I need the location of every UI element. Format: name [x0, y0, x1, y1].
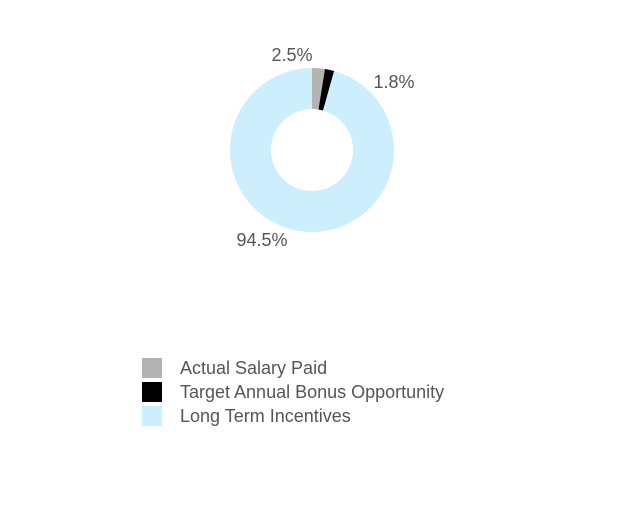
legend-swatch [142, 382, 162, 402]
pie-slice [230, 68, 394, 232]
legend-label: Long Term Incentives [180, 406, 351, 426]
data-label: 1.8% [373, 72, 414, 92]
legend-label: Target Annual Bonus Opportunity [180, 382, 444, 402]
legend-swatch [142, 406, 162, 426]
legend-label: Actual Salary Paid [180, 358, 327, 378]
pie-slice [312, 68, 325, 110]
data-label: 94.5% [236, 230, 287, 250]
pie-slice [318, 69, 335, 111]
legend-swatch [142, 358, 162, 378]
data-label: 2.5% [271, 45, 312, 65]
